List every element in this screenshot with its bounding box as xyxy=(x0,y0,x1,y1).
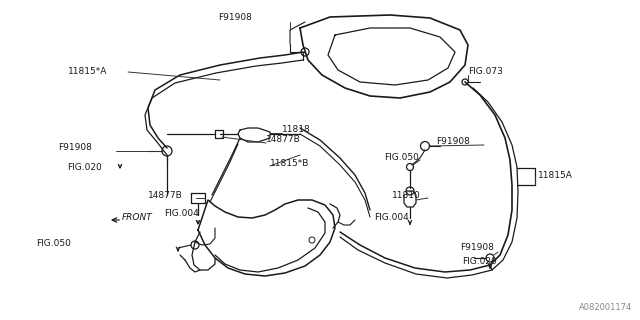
Text: FIG.050: FIG.050 xyxy=(384,154,419,163)
Text: F91908: F91908 xyxy=(436,138,470,147)
Text: 11810: 11810 xyxy=(392,191,420,201)
Text: F91908: F91908 xyxy=(218,13,252,22)
Text: FIG.073: FIG.073 xyxy=(468,68,503,76)
Text: F91908: F91908 xyxy=(460,244,494,252)
Text: A082001174: A082001174 xyxy=(579,303,632,312)
Text: FIG.020: FIG.020 xyxy=(462,258,497,267)
Text: FIG.020: FIG.020 xyxy=(67,163,102,172)
Text: 11815*A: 11815*A xyxy=(68,68,108,76)
Text: 11818: 11818 xyxy=(282,125,311,134)
Text: FIG.004: FIG.004 xyxy=(164,209,199,218)
Text: FIG.050: FIG.050 xyxy=(36,239,71,249)
Text: 14877B: 14877B xyxy=(148,191,183,201)
Text: 11815A: 11815A xyxy=(538,171,573,180)
Text: FRONT: FRONT xyxy=(122,213,153,222)
Text: 14877B: 14877B xyxy=(266,135,301,145)
Text: FIG.004: FIG.004 xyxy=(374,212,409,221)
Text: F91908: F91908 xyxy=(58,143,92,153)
Text: 11815*B: 11815*B xyxy=(270,158,309,167)
